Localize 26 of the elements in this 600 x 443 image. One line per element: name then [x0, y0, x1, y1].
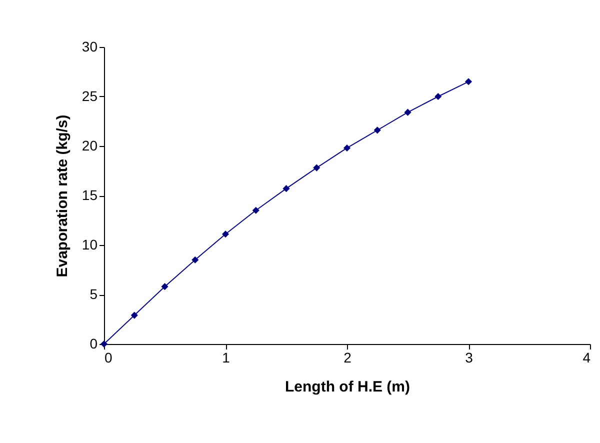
x-tick-label: 2: [344, 350, 352, 366]
y-tick-label: 5: [90, 286, 98, 302]
point: [464, 78, 472, 86]
point: [161, 283, 168, 290]
point: [282, 185, 290, 192]
y-tick-label: 10: [82, 236, 98, 252]
x-tick-label: 4: [582, 350, 591, 366]
y-axis-title: Evaporation rate (kg/s): [54, 114, 71, 278]
x-axis-title: Length of H.E (m): [285, 378, 410, 396]
point: [130, 312, 138, 319]
point: [434, 92, 442, 100]
point: [222, 230, 230, 238]
x-tick-label: 1: [222, 350, 230, 366]
x-tick-label: 0: [104, 350, 112, 366]
point: [343, 144, 351, 152]
y-tick-label: 25: [82, 88, 98, 104]
y-tick-label: 15: [82, 187, 98, 203]
y-tick-label: 20: [82, 138, 98, 154]
x-tick-label: 3: [465, 350, 474, 366]
point: [404, 108, 412, 116]
y-tick-label: 30: [82, 38, 98, 54]
point: [313, 164, 320, 172]
point: [374, 126, 381, 134]
point: [192, 256, 199, 264]
y-tick-label: 0: [90, 336, 98, 352]
point: [252, 206, 260, 214]
